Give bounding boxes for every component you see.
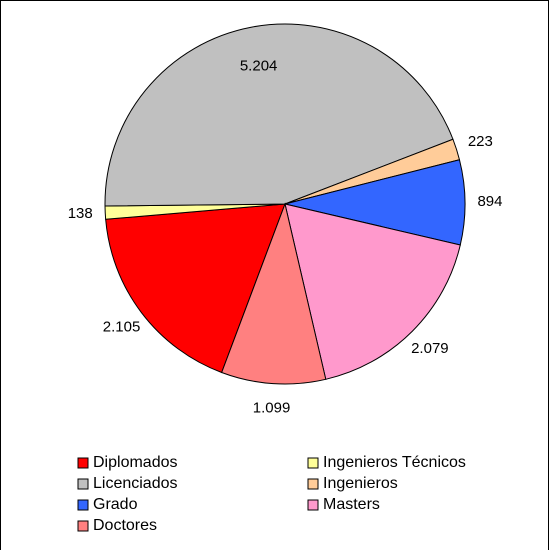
data-label: 5.204 [240,57,278,74]
legend-swatch [77,520,89,532]
legend-label: Ingenieros Técnicos [323,454,466,471]
legend-swatch [307,478,319,490]
pie-slice [221,202,327,385]
legend-label: Masters [323,496,380,513]
pie-slice [105,203,286,374]
legend-label: Grado [93,496,138,513]
data-label: 2.105 [103,319,141,336]
legend-swatch [77,478,89,490]
legend-swatch [77,499,89,511]
data-label: 894 [477,193,502,210]
data-label: 2.079 [411,340,449,357]
legend-swatch [307,499,319,511]
legend-label: Licenciados [93,475,178,492]
pie-slice [284,203,461,380]
data-label: 1.099 [253,400,291,417]
data-label: 223 [468,133,493,150]
legend-swatch [307,457,319,469]
legend-label: Diplomados [93,454,177,471]
legend-swatch [77,457,89,469]
pie-slice [104,23,454,207]
legend-label: Ingenieros [323,475,398,492]
legend-label: Doctores [93,517,157,534]
data-label: 138 [68,205,93,222]
